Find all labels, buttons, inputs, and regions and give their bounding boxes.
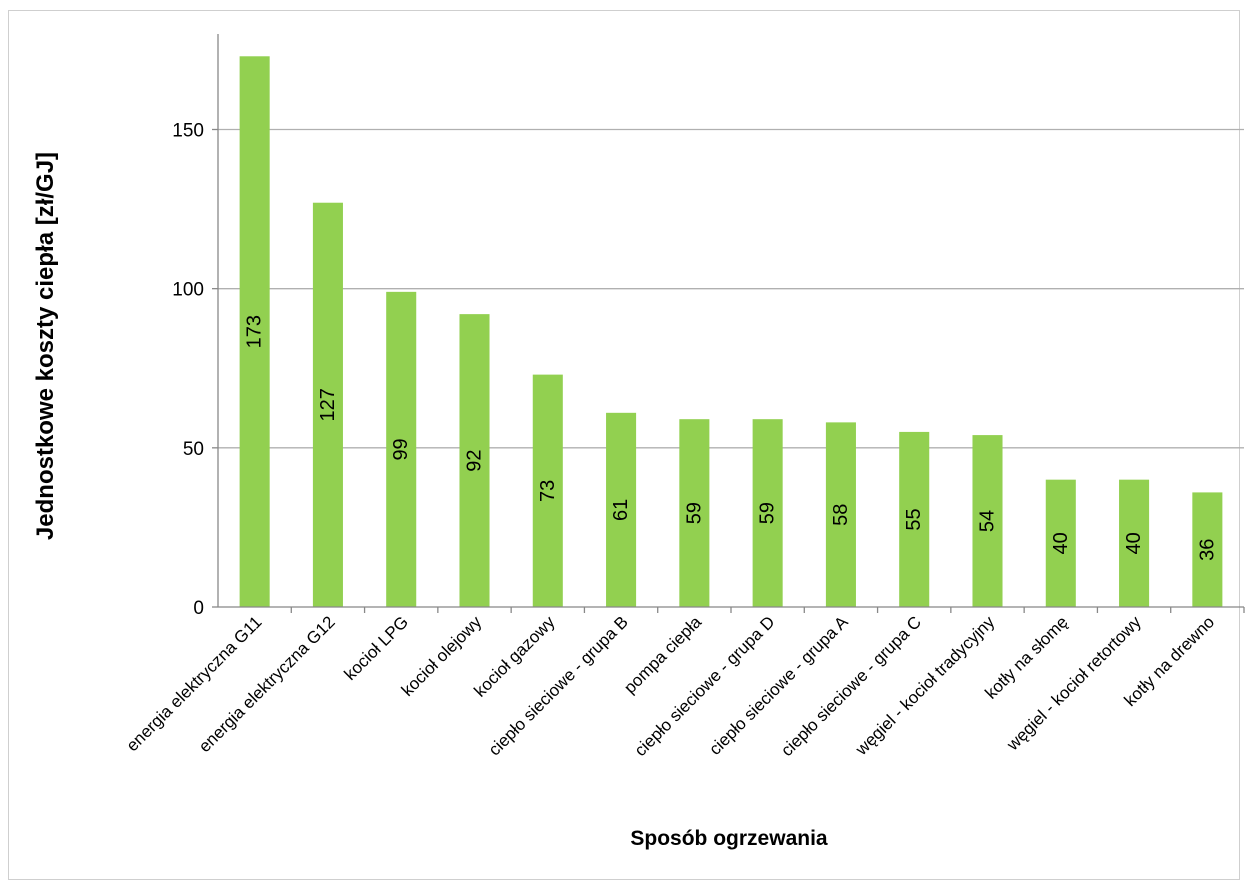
x-tick-label: ciepło sieciowe - grupa C	[777, 612, 925, 760]
bar	[1045, 479, 1076, 607]
bar	[532, 374, 563, 607]
bar	[972, 435, 1003, 607]
bar	[752, 419, 783, 607]
bar	[1192, 492, 1223, 607]
bar	[386, 291, 417, 607]
y-tick-labels: 0 50 100 150	[172, 121, 218, 619]
data-label: 127	[317, 388, 339, 421]
x-tick-label: ciepło sieciowe - grupa D	[631, 612, 779, 760]
bar	[312, 202, 343, 607]
x-tick-label: ciepło sieciowe - grupa B	[485, 612, 632, 759]
data-label: 40	[1123, 532, 1145, 554]
data-label: 54	[977, 510, 999, 532]
data-label: 99	[390, 438, 412, 460]
axes	[217, 34, 1245, 613]
x-tick-label: energia elektryczna G12	[195, 612, 339, 756]
bar	[825, 422, 856, 607]
y-tick-label: 50	[183, 439, 204, 460]
x-tick-label: węgiel - kocioł retortowy	[1002, 612, 1145, 755]
gridlines	[218, 128, 1244, 449]
data-labels: 173 127 99 92 73 61 59 59 58 55 54 40 40 36	[244, 315, 1219, 561]
x-tick-label: kocioł LPG	[340, 612, 412, 684]
data-label: 73	[537, 480, 559, 502]
y-axis-title: Jednostkowe koszty ciepła [zł/GJ]	[32, 152, 59, 540]
data-label: 92	[464, 449, 486, 471]
data-label: 55	[903, 508, 925, 530]
data-label: 40	[1050, 532, 1072, 554]
bar	[459, 314, 490, 607]
bar	[679, 419, 710, 607]
data-label: 59	[683, 502, 705, 524]
data-label: 58	[830, 504, 852, 526]
data-label: 36	[1196, 539, 1218, 561]
y-tick-label: 150	[172, 121, 204, 142]
y-tick-label: 0	[193, 598, 204, 619]
data-label: 59	[757, 502, 779, 524]
bar	[1119, 479, 1150, 607]
x-axis-title: Sposób ogrzewania	[630, 827, 828, 850]
y-tick-label: 100	[172, 280, 204, 301]
bar	[606, 412, 637, 607]
data-label: 61	[610, 499, 632, 521]
x-tick-label: ciepło sieciowe - grupa A	[705, 612, 852, 759]
data-label: 173	[244, 315, 266, 348]
bars	[239, 56, 1223, 608]
x-tick-label: węgiel - kocioł tradycyjny	[851, 612, 998, 759]
bar	[239, 56, 270, 608]
x-tick-label: energia elektryczna G11	[123, 612, 266, 755]
bar	[899, 431, 930, 607]
